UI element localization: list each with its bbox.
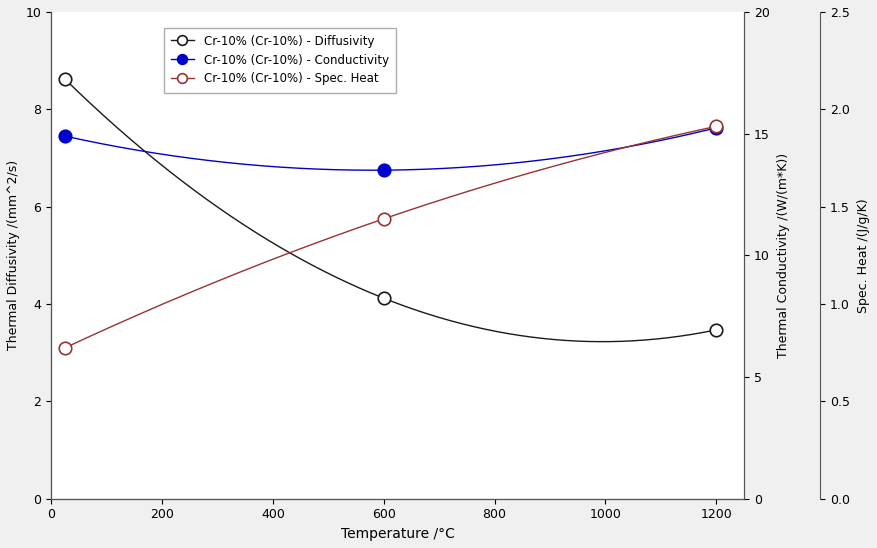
Y-axis label: Spec. Heat /(J/g/K): Spec. Heat /(J/g/K) xyxy=(857,198,870,313)
Y-axis label: Thermal Diffusivity /(mm^2/s): Thermal Diffusivity /(mm^2/s) xyxy=(7,161,20,350)
X-axis label: Temperature /°C: Temperature /°C xyxy=(340,527,454,541)
Legend: Cr-10% (Cr-10%) - Diffusivity, Cr-10% (Cr-10%) - Conductivity, Cr-10% (Cr-10%) -: Cr-10% (Cr-10%) - Diffusivity, Cr-10% (C… xyxy=(164,27,396,93)
Y-axis label: Thermal Conductivity /(W/(m*K)): Thermal Conductivity /(W/(m*K)) xyxy=(776,153,789,358)
